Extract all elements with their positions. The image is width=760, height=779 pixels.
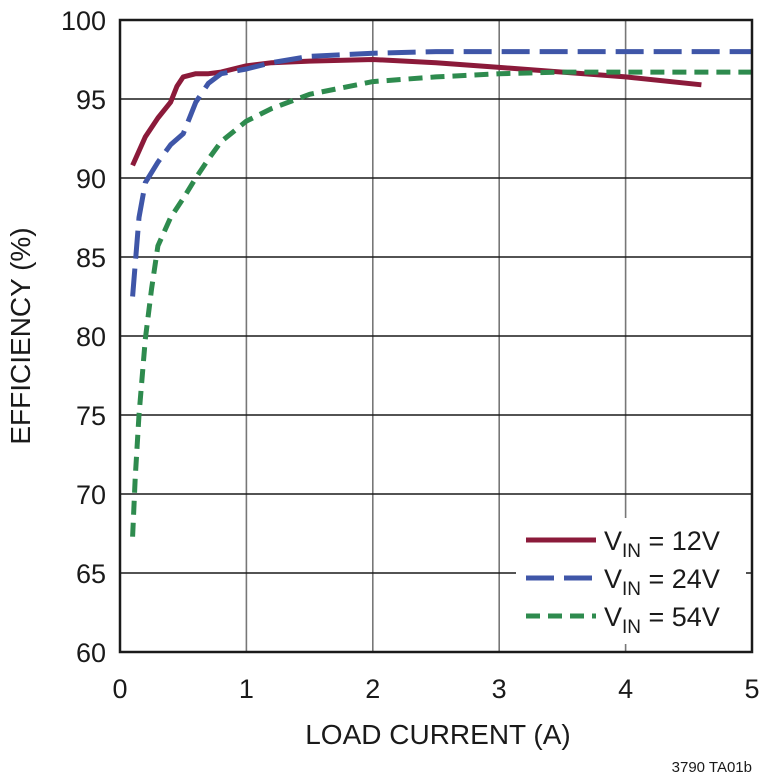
y-axis-label: EFFICIENCY (%) (5, 227, 36, 444)
x-tick-label: 4 (618, 674, 633, 704)
legend-label-3: VIN = 54V (604, 602, 720, 638)
y-tick-label: 80 (76, 322, 106, 352)
legend-label-subscript: IN (622, 617, 641, 638)
legend-label-value: = 54V (641, 602, 720, 632)
tick-labels: 0 1 2 3 4 5 60 65 70 75 80 85 90 95 100 (61, 6, 760, 704)
figure-footnote: 3790 TA01b (672, 759, 752, 776)
legend-label-main: V (604, 564, 622, 594)
grid-lines (120, 20, 752, 652)
series-line-2 (130, 49, 752, 297)
legend-label-value: = 12V (641, 526, 720, 556)
x-tick-label: 2 (365, 674, 380, 704)
legend-label-1: VIN = 12V (604, 526, 720, 562)
legend-label-subscript: IN (622, 541, 641, 562)
y-tick-label: 60 (76, 638, 106, 668)
x-tick-label: 0 (112, 674, 127, 704)
series-line-1 (130, 57, 702, 167)
x-tick-label: 1 (239, 674, 254, 704)
y-tick-label: 100 (61, 6, 106, 36)
y-tick-label: 95 (76, 85, 106, 115)
legend-label-2: VIN = 24V (604, 564, 720, 600)
legend-label-subscript: IN (622, 579, 641, 600)
legend-label-value: = 24V (641, 564, 720, 594)
series-line-3 (130, 69, 752, 537)
series-lines (130, 49, 752, 537)
y-tick-label: 70 (76, 480, 106, 510)
y-tick-label: 75 (76, 401, 106, 431)
legend-label-main: V (604, 602, 622, 632)
y-tick-label: 65 (76, 559, 106, 589)
plot-frame (118, 18, 754, 654)
legend-label-main: V (604, 526, 622, 556)
x-tick-label: 3 (492, 674, 507, 704)
x-tick-label: 5 (744, 674, 759, 704)
y-tick-label: 90 (76, 164, 106, 194)
x-axis-label: LOAD CURRENT (A) (305, 719, 571, 750)
y-tick-label: 85 (76, 243, 106, 273)
